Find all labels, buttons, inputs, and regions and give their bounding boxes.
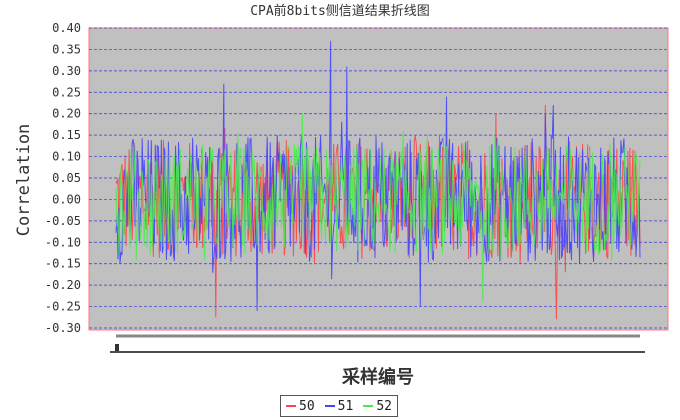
y-tick-label: 0.40: [52, 21, 81, 35]
y-tick-label: 0.15: [52, 128, 81, 142]
y-tick-label: 0.20: [52, 107, 81, 121]
y-tick-label: -0.30: [45, 321, 81, 335]
legend-label-50: 50: [299, 398, 315, 414]
legend-label-52: 52: [376, 398, 392, 414]
y-axis-label: Correlation: [14, 124, 34, 237]
chart-title: CPA前8bits侧信道结果折线图: [250, 3, 430, 19]
y-tick-label: -0.05: [45, 214, 81, 228]
y-tick-label: 0.25: [52, 85, 81, 99]
series-lines: [115, 40, 641, 320]
y-tick-label: 0.35: [52, 42, 81, 56]
y-tick-label: -0.25: [45, 300, 81, 314]
y-tick-label: 0.00: [52, 192, 81, 206]
x-axis-label: 采样编号: [341, 366, 414, 388]
y-tick-label: 0.05: [52, 171, 81, 185]
legend-item-50: 50: [286, 399, 315, 414]
legend-item-51: 51: [324, 398, 354, 414]
legend-item-52: 52: [363, 399, 392, 414]
legend-swatch-50: [286, 405, 296, 407]
y-tick-label: -0.10: [45, 235, 81, 249]
y-tick-label: 0.30: [52, 64, 81, 78]
y-tick-label: 0.10: [52, 150, 81, 164]
x-tick-marker: [115, 344, 119, 351]
y-axis-ticks: 0.40 0.35 0.30 0.25 0.20 0.15 0.10 0.05 0.00 -0.0…: [45, 21, 81, 335]
series-line-52: [115, 113, 641, 303]
legend-swatch-52: [363, 405, 374, 407]
grid-lines: [89, 27, 668, 329]
legend: 50 51 52: [280, 395, 398, 417]
y-tick-label: -0.20: [45, 278, 81, 292]
y-tick-label: -0.15: [45, 257, 81, 271]
legend-swatch-51: [324, 405, 335, 407]
legend-label-51: 51: [337, 398, 354, 414]
